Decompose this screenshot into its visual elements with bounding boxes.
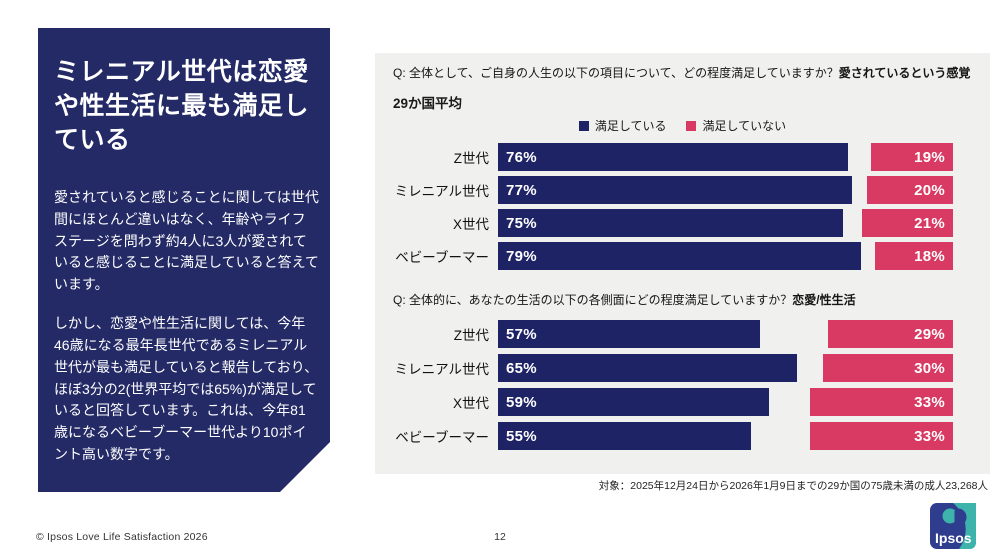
question-2: Q: 全体的に、あなたの生活の以下の各側面にどの程度満足していますか？恋愛/性生… [393, 291, 972, 309]
category-label: ミレニアル世代 [394, 184, 489, 199]
unsatisfied-bar: 33% [810, 422, 953, 450]
bar-track: 77% 20% [498, 176, 953, 204]
chart-row: ミレニアル世代 77% 20% [393, 176, 972, 204]
sidebar-headline-block: ミレニアル世代は恋愛や性生活に最も満足している 愛されていると感じることに関して… [38, 28, 330, 492]
satisfied-value: 55% [506, 427, 537, 445]
unsatisfied-value: 30% [914, 359, 945, 377]
category-label: X世代 [452, 396, 489, 411]
satisfied-value: 79% [506, 247, 537, 265]
unsatisfied-value: 18% [914, 247, 945, 265]
satisfied-value: 77% [506, 181, 537, 199]
copyright-text: © Ipsos Love Life Satisfaction 2026 [36, 531, 208, 543]
ipsos-logo-icon: Ipsos [930, 503, 976, 549]
bar-track: 76% 19% [498, 143, 953, 171]
legend-item-satisfied: 満足している [578, 117, 667, 134]
satisfied-bar: 76% [498, 143, 848, 171]
unsatisfied-bar: 20% [866, 176, 953, 204]
unsatisfied-value: 33% [914, 393, 945, 411]
chart-row: X世代 75% 21% [393, 209, 972, 237]
satisfied-value: 65% [506, 359, 537, 377]
category-label: ミレニアル世代 [394, 362, 489, 377]
chart-legend: 満足している 満足していない [393, 117, 972, 134]
unsatisfied-value: 20% [914, 181, 945, 199]
bar-track: 55% 33% [498, 422, 953, 450]
bar-track: 75% 21% [498, 209, 953, 237]
unsatisfied-bar: 18% [875, 242, 953, 270]
satisfied-bar: 77% [498, 176, 853, 204]
legend-item-unsatisfied: 満足していない [686, 117, 786, 134]
bar-track: 57% 29% [498, 320, 953, 348]
unsatisfied-bar: 33% [810, 388, 953, 416]
unsatisfied-value: 33% [914, 427, 945, 445]
svg-text:Ipsos: Ipsos [935, 530, 972, 546]
question-1: Q: 全体として、ご自身の人生の以下の項目について、どの程度満足していますか？愛… [393, 64, 972, 82]
chart-panel: Q: 全体として、ご自身の人生の以下の項目について、どの程度満足していますか？愛… [375, 53, 990, 474]
satisfied-value: 76% [506, 148, 537, 166]
chart-row: X世代 59% 33% [393, 388, 972, 416]
category-label: Z世代 [453, 328, 489, 343]
legend-swatch-satisfied-icon [578, 120, 589, 131]
question-2-text: Q: 全体的に、あなたの生活の以下の各側面にどの程度満足していますか？ [393, 293, 793, 307]
category-label: Z世代 [453, 151, 489, 166]
satisfied-bar: 79% [498, 242, 862, 270]
body-paragraph-2: しかし、恋愛や性生活に関しては、今年46歳になる最年長世代であるミレニアル世代が… [54, 315, 319, 463]
unsatisfied-value: 19% [914, 148, 945, 166]
satisfied-value: 75% [506, 214, 537, 232]
category-label: ベビーブーマー [395, 250, 489, 265]
category-label: X世代 [452, 217, 489, 232]
chart-romance-sexlife: Z世代 57% 29% ミレニアル世代 65% 30% X世代 59% 33% ベビーブーマー 55… [393, 320, 972, 450]
ipsos-logo: Ipsos [930, 503, 976, 549]
chart-row: ベビーブーマー 79% 18% [393, 242, 972, 270]
satisfied-bar: 55% [498, 422, 751, 450]
unsatisfied-bar: 29% [827, 320, 953, 348]
bar-track: 65% 30% [498, 354, 953, 382]
sample-footnote: 対象：2025年12月24日から2026年1月9日までの29か国の75歳未満の成… [598, 480, 988, 492]
legend-swatch-unsatisfied-icon [686, 120, 697, 131]
chart-row: ベビーブーマー 55% 33% [393, 422, 972, 450]
category-label: ベビーブーマー [395, 430, 489, 445]
question-1-topic: 愛されているという感覚 [838, 66, 971, 80]
legend-label-satisfied: 満足している [594, 119, 667, 133]
unsatisfied-bar: 21% [862, 209, 953, 237]
page-number: 12 [494, 531, 506, 543]
question-2-topic: 恋愛/性生活 [792, 293, 856, 307]
question-1-text: Q: 全体として、ご自身の人生の以下の項目について、どの程度満足していますか？ [393, 66, 839, 80]
satisfied-bar: 75% [498, 209, 843, 237]
unsatisfied-value: 21% [914, 214, 945, 232]
chart-row: ミレニアル世代 65% 30% [393, 354, 972, 382]
chart-row: Z世代 57% 29% [393, 320, 972, 348]
unsatisfied-bar: 30% [823, 354, 953, 382]
bar-track: 79% 18% [498, 242, 953, 270]
satisfied-bar: 57% [498, 320, 761, 348]
satisfied-value: 59% [506, 393, 537, 411]
unsatisfied-value: 29% [914, 325, 945, 343]
bar-track: 59% 33% [498, 388, 953, 416]
unsatisfied-bar: 19% [870, 143, 953, 171]
chart-feeling-loved: Z世代 76% 19% ミレニアル世代 77% 20% X世代 75% 21% ベビーブーマー 79… [393, 143, 972, 270]
legend-label-unsatisfied: 満足していない [702, 119, 787, 133]
satisfied-bar: 59% [498, 388, 770, 416]
chart-row: Z世代 76% 19% [393, 143, 972, 171]
slide-title: ミレニアル世代は恋愛や性生活に最も満足している [54, 58, 310, 154]
satisfied-value: 57% [506, 325, 537, 343]
chart-subtitle: 29か国平均 [393, 96, 463, 111]
body-paragraph-1: 愛されていると感じることに関しては世代間にほとんど違いはなく、年齢やライフステー… [54, 189, 319, 293]
satisfied-bar: 65% [498, 354, 797, 382]
